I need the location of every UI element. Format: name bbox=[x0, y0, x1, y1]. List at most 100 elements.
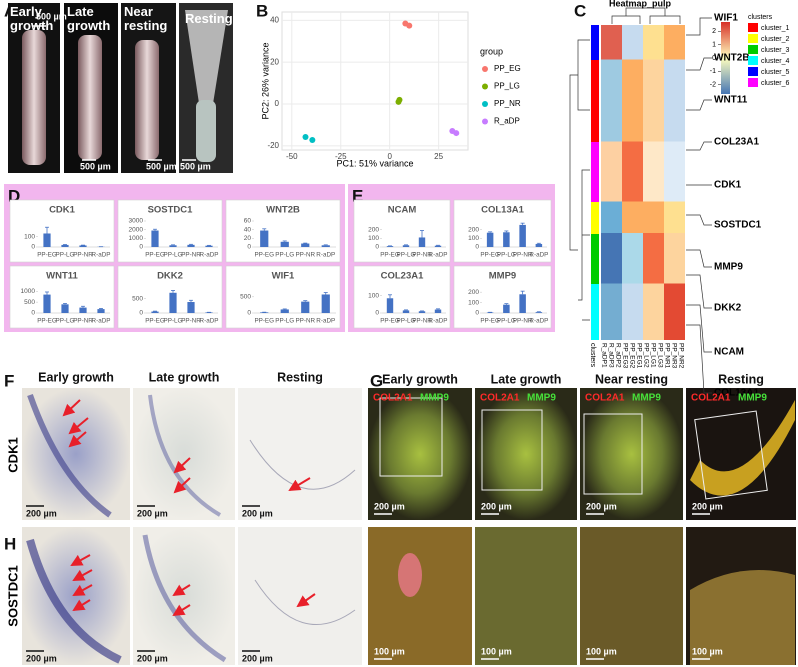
chart-box bbox=[225, 265, 341, 329]
x-tick-label: PP-EG bbox=[145, 252, 165, 259]
y-tick-label: 1000 bbox=[21, 288, 36, 295]
y-axis-label: PC2: 26% variance bbox=[260, 42, 270, 119]
x-tick-label: 25 bbox=[434, 152, 443, 161]
cluster-swatch bbox=[748, 23, 758, 32]
x-tick-label: PP-EG bbox=[480, 252, 500, 259]
fluorescence-images bbox=[368, 388, 796, 665]
stage-title: Resting bbox=[277, 370, 323, 384]
bar bbox=[386, 298, 394, 313]
ish-image bbox=[22, 388, 130, 520]
cluster-swatch bbox=[748, 78, 758, 87]
cluster-label: cluster_4 bbox=[761, 58, 790, 65]
x-tick-label: PP-NR bbox=[181, 252, 201, 259]
bar bbox=[61, 244, 69, 247]
stage-title: Early growth bbox=[10, 4, 54, 33]
x-tick-label: R-aDP bbox=[529, 318, 548, 325]
stain bbox=[27, 394, 112, 518]
cluster-bar bbox=[591, 142, 599, 202]
bar bbox=[386, 246, 394, 247]
sample-label: R_aDP2 bbox=[614, 343, 621, 368]
bar bbox=[187, 302, 195, 313]
fl-image bbox=[368, 527, 472, 665]
y-tick-label: 500 bbox=[132, 295, 143, 302]
scale-label: 500 µm bbox=[180, 161, 211, 171]
heatmap-column bbox=[664, 25, 671, 340]
gene-label: COL13A1 bbox=[714, 388, 759, 399]
y-tick-label: 0 bbox=[31, 244, 35, 251]
leader-line bbox=[686, 274, 712, 309]
y-tick-label: 0 bbox=[31, 310, 35, 317]
stage-title: Early growth bbox=[38, 370, 114, 384]
bar bbox=[486, 232, 494, 247]
cluster-swatch bbox=[748, 45, 758, 54]
x-tick-label: PP-EG bbox=[380, 318, 400, 325]
scale-label: 200 µm bbox=[692, 501, 723, 511]
legend-swatch bbox=[482, 83, 488, 90]
gene-label: CDK1 bbox=[714, 180, 742, 191]
chart-box bbox=[453, 199, 552, 263]
bar bbox=[43, 233, 51, 247]
chart-title: WNT2B bbox=[266, 205, 300, 216]
bar bbox=[486, 312, 494, 313]
y-tick-label: 100 bbox=[468, 235, 479, 242]
chart-title: DKK2 bbox=[157, 271, 183, 282]
scale-label: 200 µm bbox=[137, 508, 168, 518]
y-tick-label: 60 bbox=[244, 218, 252, 225]
panel-letter: H bbox=[4, 534, 16, 553]
heatmap-column bbox=[671, 25, 678, 340]
x-tick-label: R-aDP bbox=[429, 318, 448, 325]
x-tick-label: PP-LG bbox=[497, 318, 516, 325]
y-tick-label: 20 bbox=[270, 57, 279, 66]
legend-label: R_aDP bbox=[494, 117, 520, 126]
tube bbox=[22, 30, 46, 165]
heatmap-column bbox=[622, 25, 629, 340]
heatmap-column bbox=[601, 25, 608, 340]
stain bbox=[148, 394, 222, 517]
chart-title: WIF1 bbox=[272, 271, 295, 282]
x-tick-label: PP-LG bbox=[275, 252, 294, 259]
panel-letter: A bbox=[4, 1, 16, 20]
x-tick-label: PP-EG bbox=[37, 252, 57, 259]
heatmap-column bbox=[636, 25, 643, 340]
row-dendrogram bbox=[569, 39, 590, 321]
y-tick-label: 200 bbox=[368, 226, 379, 233]
cluster-row-label: clusters bbox=[589, 343, 596, 368]
x-tick-label: R-aDP bbox=[200, 252, 219, 259]
heatmap-column bbox=[650, 25, 657, 340]
y-tick-label: 0 bbox=[475, 310, 479, 317]
y-tick-label: 200 bbox=[468, 289, 479, 296]
scale-tick-label: -1 bbox=[710, 68, 716, 75]
sample-label: PP_NR1 bbox=[663, 343, 670, 369]
heatmap: Heatmap_pulp clusters clusters bbox=[569, 0, 773, 368]
fl-image bbox=[475, 388, 577, 520]
scale-tick-label: -2 bbox=[710, 82, 716, 89]
bar bbox=[187, 244, 195, 247]
x-tick-label: R-aDP bbox=[529, 252, 548, 259]
heatmap-column bbox=[615, 25, 622, 340]
y-tick-label: 100 bbox=[368, 235, 379, 242]
bar bbox=[97, 309, 105, 313]
chart-box bbox=[225, 199, 341, 263]
bar bbox=[434, 245, 442, 247]
cluster-bar bbox=[591, 234, 599, 284]
scale-label: 200 µm bbox=[242, 508, 273, 518]
scale-label: 200 µm bbox=[137, 653, 168, 663]
scale-label: 500 µm bbox=[146, 161, 177, 171]
color-scale bbox=[721, 22, 730, 94]
x-tick-label: R-aDP bbox=[92, 252, 111, 259]
y-tick-label: 0 bbox=[139, 310, 143, 317]
x-tick-label: R-aDP bbox=[200, 318, 219, 325]
sample-label: PP_NR2 bbox=[677, 343, 684, 369]
x-tick-label: PP-LG bbox=[56, 318, 75, 325]
bar bbox=[169, 245, 177, 247]
chart-box bbox=[353, 199, 451, 263]
y-tick-label: 40 bbox=[244, 226, 252, 233]
heatmap-title: Heatmap_pulp bbox=[609, 0, 672, 8]
y-tick-label: 200 bbox=[468, 226, 479, 233]
x-tick-label: PP-NR bbox=[73, 318, 93, 325]
legend-swatch bbox=[482, 118, 488, 125]
chart-box bbox=[117, 199, 223, 263]
bar bbox=[503, 232, 510, 247]
point bbox=[406, 22, 413, 29]
